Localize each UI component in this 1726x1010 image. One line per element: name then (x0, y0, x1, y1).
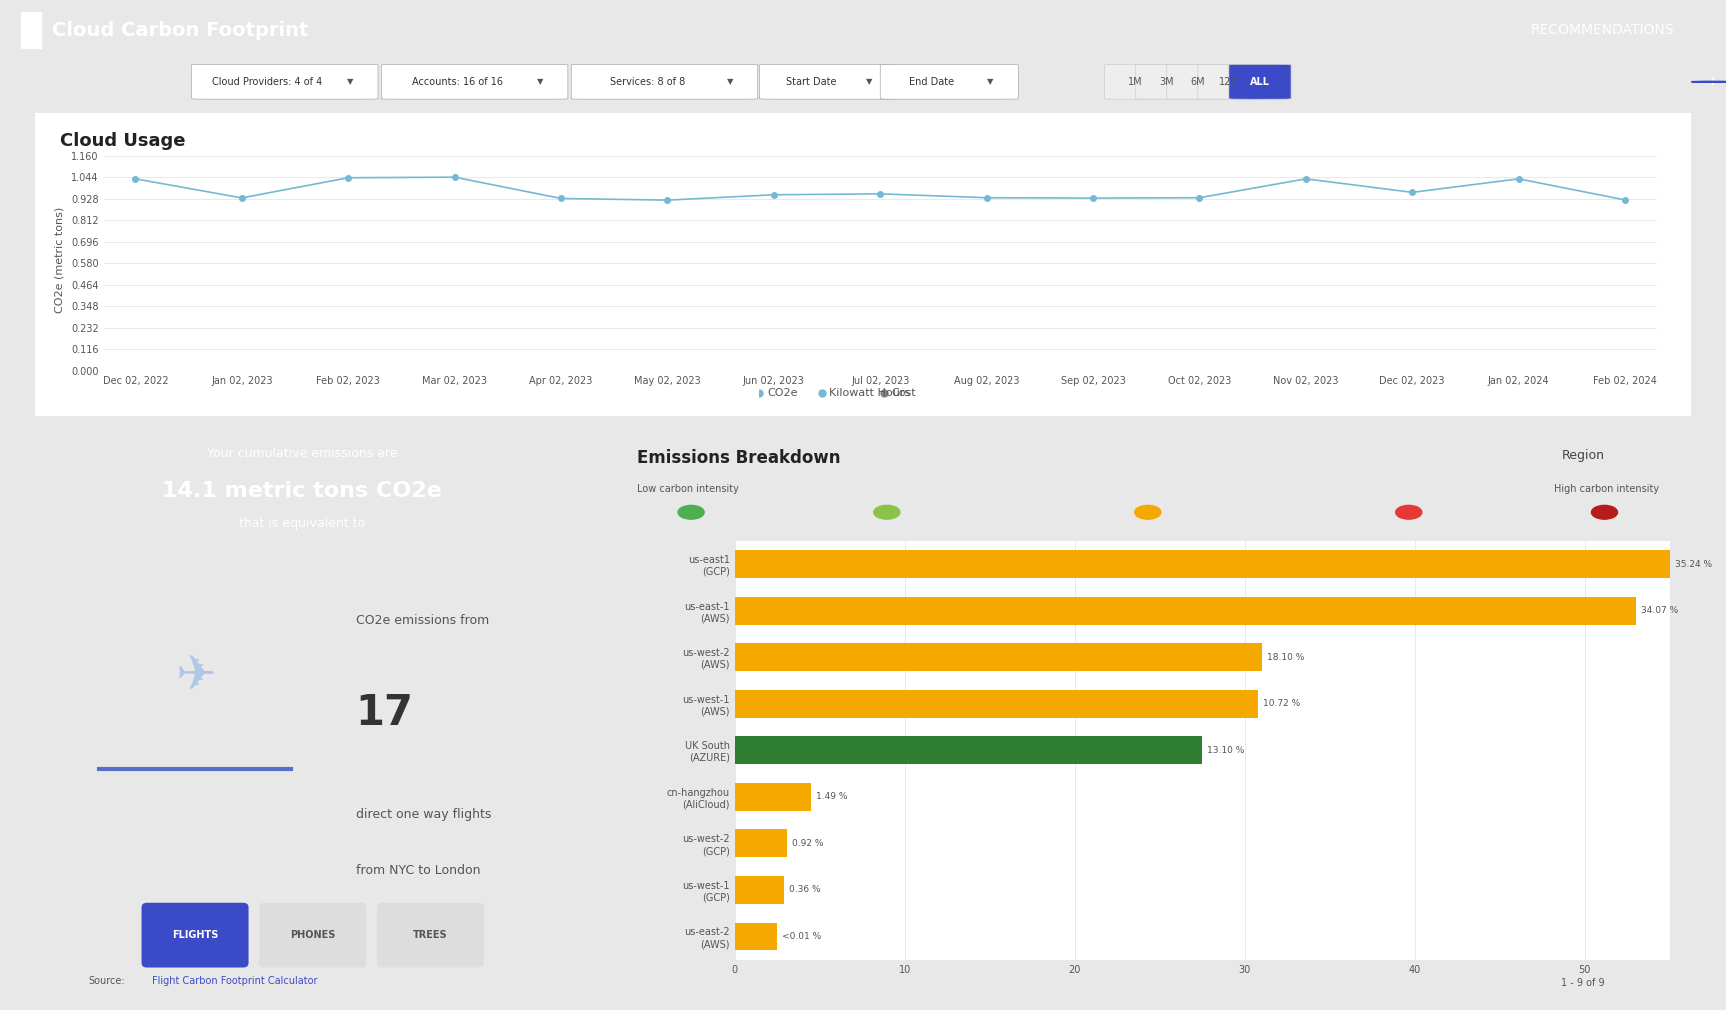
Bar (735, 876, 784, 904)
Text: 6M: 6M (1191, 77, 1205, 87)
Text: Region: Region (1562, 449, 1605, 463)
Text: Accounts: 16 of 16: Accounts: 16 of 16 (413, 77, 502, 87)
Text: 1 - 9 of 9: 1 - 9 of 9 (1560, 979, 1605, 989)
Circle shape (1691, 81, 1726, 83)
Text: Cloud Providers: 4 of 4: Cloud Providers: 4 of 4 (212, 77, 323, 87)
Text: 1M: 1M (1129, 77, 1143, 87)
Bar (735, 736, 1201, 765)
Text: Services: 8 of 8: Services: 8 of 8 (609, 77, 685, 87)
FancyBboxPatch shape (1167, 65, 1229, 99)
FancyBboxPatch shape (1105, 65, 1167, 99)
Bar (735, 922, 777, 950)
Text: End Date: End Date (910, 77, 954, 87)
FancyBboxPatch shape (1136, 65, 1198, 99)
Text: PHONES: PHONES (290, 930, 335, 940)
Text: from NYC to London: from NYC to London (356, 864, 480, 877)
Text: High carbon intensity: High carbon intensity (1553, 485, 1659, 494)
Text: Kilowatt Hours: Kilowatt Hours (828, 389, 911, 398)
Text: ▼: ▼ (987, 78, 994, 86)
FancyBboxPatch shape (259, 903, 366, 968)
Text: direct one way flights: direct one way flights (356, 808, 490, 821)
Text: FLIGHTS: FLIGHTS (173, 930, 217, 940)
Text: Low carbon intensity: Low carbon intensity (637, 485, 739, 494)
Text: CO2e: CO2e (766, 389, 797, 398)
FancyBboxPatch shape (759, 65, 898, 99)
Circle shape (1591, 505, 1617, 519)
Text: 18.10 %: 18.10 % (1267, 652, 1305, 662)
Text: 10.72 %: 10.72 % (1263, 699, 1301, 708)
Text: Cost: Cost (891, 389, 917, 398)
Text: 12M: 12M (1219, 77, 1239, 87)
Text: <0.01 %: <0.01 % (782, 932, 822, 941)
Text: Flight Carbon Footprint Calculator: Flight Carbon Footprint Calculator (152, 977, 318, 987)
FancyBboxPatch shape (571, 65, 758, 99)
Text: TREES: TREES (413, 930, 447, 940)
Text: that is equivalent to: that is equivalent to (238, 517, 366, 530)
Text: Source:: Source: (88, 977, 124, 987)
Text: i: i (1710, 77, 1714, 87)
FancyBboxPatch shape (192, 65, 378, 99)
Text: 17: 17 (356, 692, 414, 734)
Text: Start Date: Start Date (785, 77, 837, 87)
FancyBboxPatch shape (142, 903, 249, 968)
Text: Your cumulative emissions are: Your cumulative emissions are (207, 447, 397, 461)
Bar (735, 550, 1669, 578)
Text: ALL: ALL (1250, 77, 1270, 87)
Text: 1.49 %: 1.49 % (816, 793, 847, 801)
Text: RECOMMENDATIONS: RECOMMENDATIONS (1531, 23, 1674, 37)
Y-axis label: CO2e (metric tons): CO2e (metric tons) (54, 206, 64, 313)
Circle shape (1396, 505, 1422, 519)
Circle shape (1134, 505, 1162, 519)
Text: 13.10 %: 13.10 % (1206, 745, 1244, 754)
Circle shape (678, 505, 704, 519)
Text: ▼: ▼ (347, 78, 354, 86)
Bar (735, 690, 1258, 718)
FancyBboxPatch shape (1229, 65, 1291, 99)
FancyBboxPatch shape (376, 903, 483, 968)
FancyBboxPatch shape (880, 65, 1018, 99)
Text: Cloud Usage: Cloud Usage (60, 132, 186, 150)
Text: 34.07 %: 34.07 % (1641, 606, 1678, 615)
Text: 14.1 metric tons CO2e: 14.1 metric tons CO2e (162, 481, 442, 501)
FancyBboxPatch shape (381, 65, 568, 99)
Text: 35.24 %: 35.24 % (1674, 560, 1712, 569)
Bar (21, 12, 41, 48)
Circle shape (873, 505, 899, 519)
Text: CO2e emissions from: CO2e emissions from (356, 614, 488, 627)
Text: ✈: ✈ (174, 652, 216, 700)
FancyBboxPatch shape (1198, 65, 1260, 99)
Text: ▼: ▼ (537, 78, 544, 86)
Bar (735, 643, 1262, 672)
Bar (735, 783, 811, 811)
Text: ▼: ▼ (727, 78, 734, 86)
Text: 3M: 3M (1160, 77, 1174, 87)
Text: 0.92 %: 0.92 % (792, 839, 823, 848)
Text: Cloud Carbon Footprint: Cloud Carbon Footprint (52, 21, 309, 39)
Text: ▼: ▼ (866, 78, 873, 86)
Bar (735, 829, 787, 857)
Text: Emissions Breakdown: Emissions Breakdown (637, 449, 841, 468)
Text: 0.36 %: 0.36 % (789, 886, 820, 895)
Bar (735, 597, 1636, 625)
